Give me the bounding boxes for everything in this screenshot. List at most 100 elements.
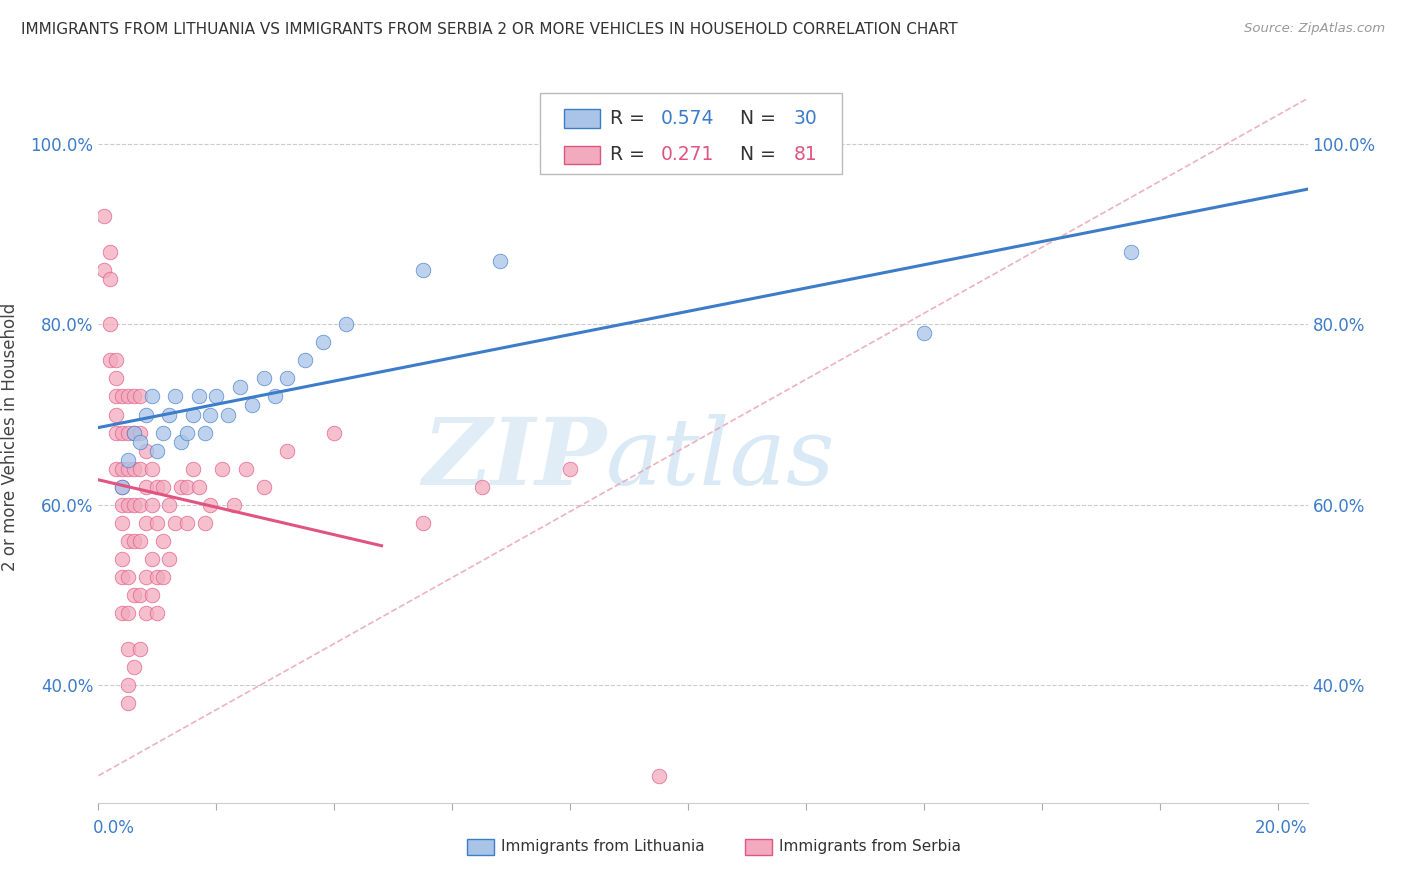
Point [111,570,134,584]
Point [128,434,150,449]
Point [252,371,274,385]
FancyBboxPatch shape [564,146,600,164]
Point [135,408,157,422]
Point [111,516,134,530]
Point [122,498,145,512]
Point [200,498,222,512]
Point [128,498,150,512]
Point [128,533,150,548]
Point [105,389,128,403]
Point [135,516,157,530]
Point [412,516,434,530]
Point [122,660,145,674]
Point [170,434,193,449]
Point [323,425,346,440]
Point [181,408,204,422]
Point [111,389,134,403]
Point [93,263,115,277]
Point [146,443,169,458]
Text: N =: N = [728,109,782,128]
Point [98,353,121,368]
Point [122,389,145,403]
Point [194,425,217,440]
Point [252,480,274,494]
FancyBboxPatch shape [540,94,842,174]
Text: 81: 81 [793,145,817,164]
Point [146,516,169,530]
Text: R =: R = [610,109,651,128]
Text: atlas: atlas [606,414,835,504]
Point [276,443,298,458]
Point [141,588,163,602]
Point [157,552,180,566]
Point [93,209,115,223]
Point [111,552,134,566]
Point [200,408,222,422]
Text: 0.574: 0.574 [661,109,714,128]
Point [176,480,198,494]
Point [111,480,134,494]
Point [157,498,180,512]
Point [117,452,139,467]
Point [117,498,139,512]
Point [111,480,134,494]
Point [235,461,257,475]
Point [117,461,139,475]
Point [165,516,187,530]
Point [217,408,239,422]
Point [105,353,128,368]
Point [141,461,163,475]
Point [211,461,233,475]
Point [1119,244,1142,259]
Point [128,588,150,602]
Text: 0.271: 0.271 [661,145,714,164]
Point [146,606,169,620]
Point [187,389,209,403]
FancyBboxPatch shape [564,110,600,128]
Point [165,389,187,403]
Point [105,371,128,385]
Text: 20.0%: 20.0% [1256,819,1308,837]
Point [128,461,150,475]
Text: Source: ZipAtlas.com: Source: ZipAtlas.com [1244,22,1385,36]
Point [141,498,163,512]
Y-axis label: 2 or more Vehicles in Household: 2 or more Vehicles in Household [1,303,20,571]
Point [240,399,263,413]
Point [194,516,217,530]
Point [117,697,139,711]
Point [111,606,134,620]
Point [152,425,174,440]
Point [176,425,198,440]
Point [122,461,145,475]
Point [146,480,169,494]
Point [335,317,357,331]
Point [560,461,582,475]
Point [128,642,150,657]
Point [912,326,935,341]
Point [105,461,128,475]
Point [111,425,134,440]
Text: N =: N = [728,145,782,164]
Point [135,570,157,584]
Point [117,389,139,403]
FancyBboxPatch shape [745,839,772,855]
Point [122,588,145,602]
Point [294,353,316,368]
Point [135,443,157,458]
Point [222,498,245,512]
Point [146,570,169,584]
Point [176,516,198,530]
Point [98,272,121,286]
Point [98,317,121,331]
Point [105,425,128,440]
Point [488,254,510,268]
Text: Immigrants from Serbia: Immigrants from Serbia [779,839,962,855]
Point [111,461,134,475]
Text: IMMIGRANTS FROM LITHUANIA VS IMMIGRANTS FROM SERBIA 2 OR MORE VEHICLES IN HOUSEH: IMMIGRANTS FROM LITHUANIA VS IMMIGRANTS … [21,22,957,37]
Point [648,769,671,783]
Point [471,480,494,494]
Point [412,263,434,277]
FancyBboxPatch shape [467,839,494,855]
Point [157,408,180,422]
Point [128,425,150,440]
